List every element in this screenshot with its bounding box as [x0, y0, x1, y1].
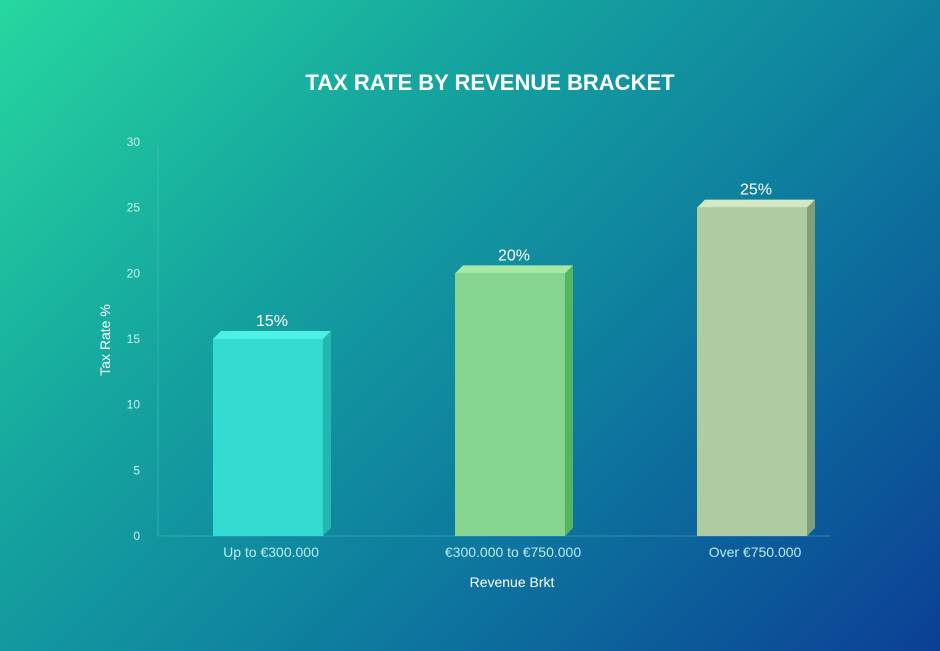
- x-tick-label: €300.000 to €750.000: [445, 544, 581, 560]
- x-tick-label: Up to €300.000: [223, 544, 319, 560]
- bar: [697, 207, 807, 536]
- bar: [455, 273, 565, 536]
- x-axis-title: Revenue Brkt: [470, 574, 555, 590]
- y-tick-label: 0: [133, 529, 140, 543]
- bar-side: [565, 265, 573, 536]
- y-tick-label: 5: [133, 463, 140, 477]
- bar-top: [213, 331, 331, 339]
- y-axis-ticks: 0 5 10 15 20 25 30: [127, 135, 141, 543]
- y-axis-title: Tax Rate %: [97, 304, 113, 376]
- chart-title: TAX RATE BY REVENUE BRACKET: [305, 70, 675, 95]
- bar-top: [697, 199, 815, 208]
- y-tick-label: 15: [127, 332, 141, 346]
- bar-data-label: 20%: [498, 247, 530, 264]
- bar-side: [807, 199, 815, 536]
- x-tick-label: Over €750.000: [709, 544, 802, 560]
- y-tick-label: 30: [127, 135, 141, 149]
- y-tick-label: 25: [127, 201, 141, 215]
- bar-side: [323, 331, 331, 536]
- bar-data-label: 15%: [256, 313, 288, 330]
- bars-group: 15% 20% 25%: [213, 182, 815, 536]
- bar-data-label: 25%: [740, 182, 772, 199]
- bar-top: [455, 265, 573, 274]
- y-tick-label: 10: [127, 398, 141, 412]
- y-tick-label: 20: [127, 266, 141, 280]
- x-axis-ticks: Up to €300.000 €300.000 to €750.000 Over €…: [223, 544, 801, 560]
- bar: [213, 339, 323, 536]
